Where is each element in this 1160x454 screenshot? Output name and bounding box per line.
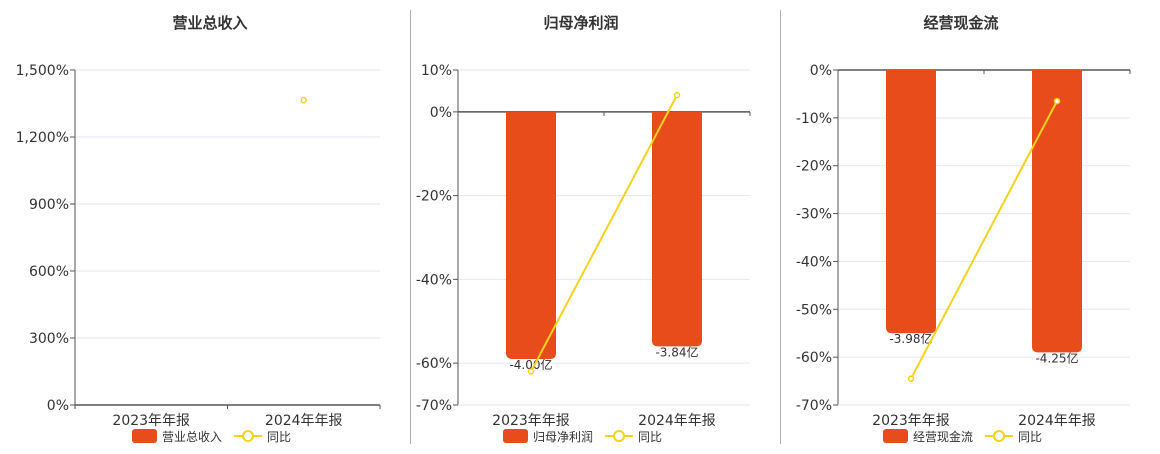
y-tick-label: -60% [796, 350, 832, 366]
legend-bar-swatch[interactable] [503, 429, 528, 443]
legend-line-marker [993, 430, 1005, 442]
legend-line-marker [242, 430, 254, 442]
x-category-label: 2024年年报 [638, 413, 716, 429]
x-category-label: 2024年年报 [1018, 413, 1096, 429]
legend-bar-swatch[interactable] [132, 429, 157, 443]
line-point [300, 96, 307, 104]
panel-divider [410, 10, 411, 444]
bar [1032, 70, 1082, 353]
line-point [907, 375, 915, 382]
bar [886, 70, 936, 334]
legend-bar-label: 归母净利润 [533, 430, 593, 444]
panel-divider [780, 10, 781, 444]
legend-line-label: 同比 [1018, 430, 1042, 444]
chart-panel-2: 归母净利润 10% 0% -20% -40% -60% -70% 2023年年报 2024年年报… [416, 14, 751, 444]
legend-line-label: 同比 [267, 430, 291, 444]
chart-title: 营业总收入 [172, 14, 247, 32]
chart-panel-3: 经营现金流 0% -10% -20% -30% -40% -50% -60% -70% 2023年… [796, 14, 1131, 444]
y-tick-label: 300% [29, 331, 69, 347]
chart-panel-1: 营业总收入 0% 300% 600% 900% 1,200% 1,500% 2023年年报 20… [16, 14, 381, 444]
y-tick-label: -60% [416, 356, 452, 372]
legend-line-label: 同比 [638, 430, 662, 444]
x-category-label: 2023年年报 [492, 413, 570, 429]
line-point [673, 91, 681, 99]
x-category-label: 2024年年报 [265, 413, 343, 429]
legend-bar-label: 营业总收入 [162, 430, 222, 444]
y-tick-label: 1,200% [16, 130, 69, 146]
bar [652, 111, 702, 347]
y-tick-label: -20% [796, 159, 832, 175]
y-tick-label: -20% [416, 189, 452, 205]
y-tick-label: 0% [47, 398, 69, 414]
y-tick-label: 600% [29, 264, 69, 280]
bar [506, 111, 556, 359]
x-category-label: 2023年年报 [872, 413, 950, 429]
bar-value-label: -4.25亿 [1035, 350, 1078, 365]
line-series [530, 94, 678, 372]
y-tick-label: -40% [796, 254, 832, 270]
y-tick-label: 10% [421, 63, 452, 79]
line-series [910, 100, 1058, 380]
line-point [1053, 97, 1061, 105]
bar-value-label: -4.00亿 [509, 357, 552, 372]
y-tick-label: 0% [810, 63, 832, 79]
y-tick-label: -70% [416, 398, 452, 414]
chart-title: 归母净利润 [543, 14, 618, 32]
bar-value-label: -3.98亿 [889, 331, 932, 346]
y-tick-label: 900% [29, 197, 69, 213]
legend-line-marker [613, 430, 625, 442]
y-tick-label: -40% [416, 272, 452, 288]
x-category-label: 2023年年报 [112, 413, 190, 429]
line-point [527, 368, 535, 375]
y-tick-label: -50% [796, 302, 832, 318]
y-tick-label: -70% [796, 398, 832, 414]
legend-bar-swatch[interactable] [883, 429, 908, 443]
bar-value-label: -3.84亿 [655, 344, 698, 359]
y-tick-label: -30% [796, 207, 832, 223]
y-tick-label: 1,500% [16, 63, 69, 79]
chart-title: 经营现金流 [923, 14, 998, 32]
y-tick-label: 0% [430, 105, 452, 121]
y-tick-label: -10% [796, 111, 832, 127]
legend-bar-label: 经营现金流 [913, 429, 973, 444]
